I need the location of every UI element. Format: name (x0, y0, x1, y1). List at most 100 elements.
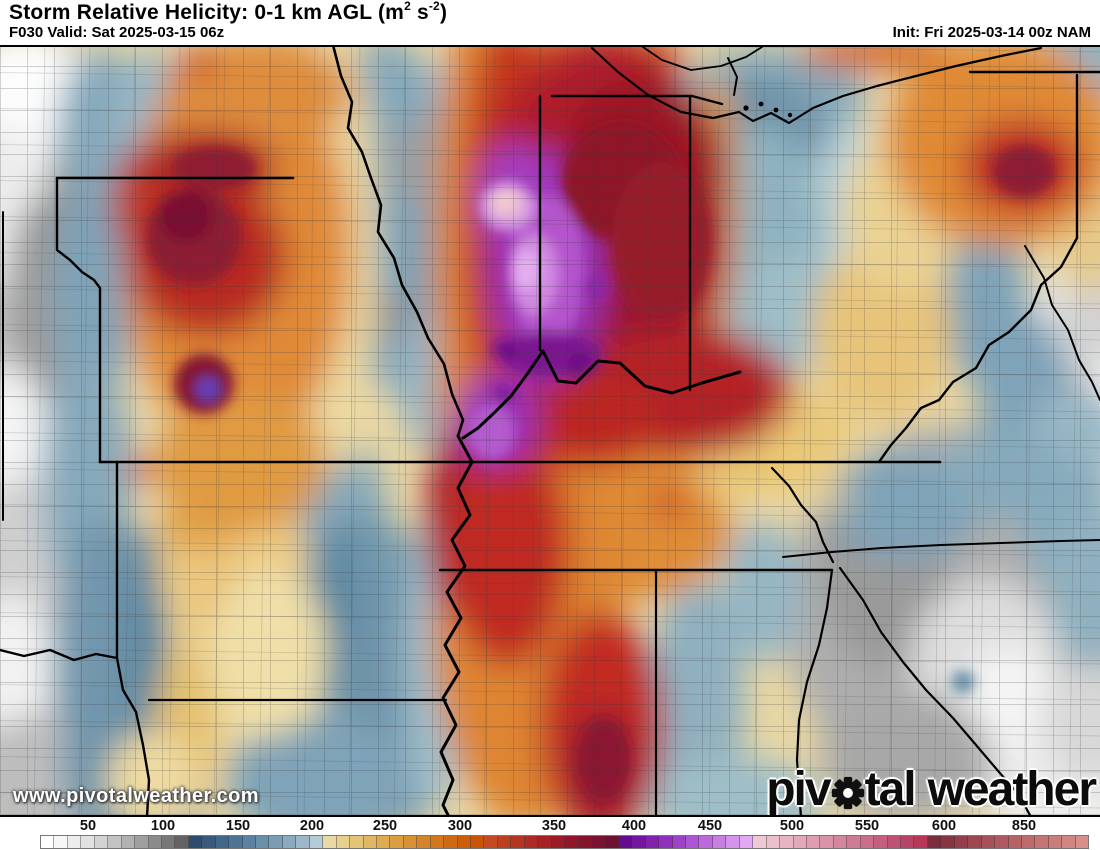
colorbar-cell (148, 836, 162, 848)
colorbar-cell (269, 836, 283, 848)
colorbar-cell (94, 836, 109, 848)
colorbar-cell (591, 836, 606, 848)
colorbar-cell (699, 836, 713, 848)
colorbar-cell (995, 836, 1009, 848)
colorbar-cell (753, 836, 767, 848)
colorbar-cell (175, 836, 189, 848)
colorbar-cell (376, 836, 391, 848)
county-lines-texture-2 (0, 47, 1100, 815)
colorbar-cell (538, 836, 552, 848)
colorbar-cell (444, 836, 458, 848)
colorbar-legend: 50 100 150 200 250 300 350 400 450 500 550 600 850 (0, 817, 1100, 850)
watermark: www.pivotalweather.com (13, 785, 259, 807)
colorbar-cell (618, 836, 633, 848)
colorbar-cell (833, 836, 848, 848)
colorbar-tick-label: 100 (150, 818, 176, 834)
colorbar-cell (712, 836, 727, 848)
colorbar-cell (202, 836, 216, 848)
colorbar-cell (578, 836, 592, 848)
colorbar-cell (726, 836, 740, 848)
colorbar-cell (632, 836, 646, 848)
colorbar-cell (430, 836, 445, 848)
colorbar-cell (914, 836, 928, 848)
colorbar-cell (242, 836, 256, 848)
colorbar-cell (390, 836, 404, 848)
colorbar-tick-label: 600 (931, 818, 957, 834)
colorbar-cell (981, 836, 996, 848)
colorbar-ticks: 50 100 150 200 250 300 350 400 450 500 550 600 850 (0, 818, 1100, 834)
colorbar-cell (135, 836, 149, 848)
colorbar-cell (471, 836, 485, 848)
colorbar-cell (282, 836, 297, 848)
gear-icon (829, 774, 867, 812)
colorbar-cell (954, 836, 969, 848)
colorbar-cell (497, 836, 512, 848)
colorbar-cell (874, 836, 888, 848)
colorbar-cell (551, 836, 566, 848)
colorbar-cell (901, 836, 915, 848)
colorbar-cell (309, 836, 324, 848)
colorbar-cell (1008, 836, 1022, 848)
colorbar-cell (323, 836, 337, 848)
colorbar-cell (215, 836, 230, 848)
pivotal-weather-logo: piv tal weather (766, 763, 1097, 816)
colorbar-cell (860, 836, 875, 848)
colorbar-cell (686, 836, 700, 848)
colorbar-cell (81, 836, 95, 848)
colorbar-cell (524, 836, 539, 848)
logo-text-tal: tal (864, 763, 917, 816)
colorbar-tick-label: 50 (79, 818, 97, 834)
colorbar-tick-label: 150 (225, 818, 251, 834)
map-canvas[interactable]: www.pivotalweather.com piv tal weather (0, 45, 1100, 817)
colorbar-tick-label: 450 (697, 818, 723, 834)
logo-text-piv: piv (766, 763, 831, 816)
colorbar-cell (161, 836, 176, 848)
colorbar-cells (40, 835, 1089, 849)
colorbar-cell (54, 836, 68, 848)
colorbar-cell (256, 836, 270, 848)
colorbar-cell (403, 836, 418, 848)
state-borders (0, 47, 1100, 815)
init-time-label: Init: Fri 2025-03-14 00z NAM (892, 24, 1091, 42)
colorbar-cell (511, 836, 525, 848)
colorbar-cell (417, 836, 431, 848)
colorbar-cell (780, 836, 794, 848)
colorbar-cell (659, 836, 673, 848)
colorbar-cell (847, 836, 861, 848)
colorbar-cell (605, 836, 619, 848)
colorbar-tick-label: 550 (854, 818, 880, 834)
colorbar-cell (565, 836, 579, 848)
colorbar-cell (739, 836, 754, 848)
colorbar-cell (1062, 836, 1076, 848)
colorbar-cell (1035, 836, 1049, 848)
colorbar-cell (1021, 836, 1036, 848)
helicity-field-svg (0, 47, 1100, 815)
colorbar-cell (108, 836, 122, 848)
colorbar-cell (350, 836, 364, 848)
colorbar-tick-label: 200 (299, 818, 325, 834)
colorbar-cell (806, 836, 821, 848)
colorbar-cell (296, 836, 310, 848)
colorbar-tick-label: 300 (447, 818, 473, 834)
colorbar-cell (229, 836, 243, 848)
colorbar-cell (484, 836, 498, 848)
colorbar-cell (941, 836, 955, 848)
header: Storm Relative Helicity: 0-1 km AGL (m2 … (0, 0, 1100, 45)
logo-text-weather: weather (927, 763, 1097, 816)
colorbar-cell (672, 836, 686, 848)
colorbar-cell (766, 836, 781, 848)
colorbar-cell (336, 836, 351, 848)
page-title: Storm Relative Helicity: 0-1 km AGL (m2 … (9, 0, 448, 24)
colorbar-tick-label: 850 (1011, 818, 1037, 834)
colorbar-cell (1048, 836, 1063, 848)
colorbar-tick-label: 400 (621, 818, 647, 834)
colorbar-cell (121, 836, 136, 848)
colorbar-tick-label: 250 (372, 818, 398, 834)
colorbar-cell (793, 836, 807, 848)
colorbar-cell (645, 836, 660, 848)
colorbar-cell (363, 836, 377, 848)
colorbar-cell (1075, 836, 1089, 848)
colorbar-cell (188, 836, 203, 848)
colorbar-tick-label: 500 (779, 818, 805, 834)
forecast-valid-label: F030 Valid: Sat 2025-03-15 06z (9, 24, 225, 42)
